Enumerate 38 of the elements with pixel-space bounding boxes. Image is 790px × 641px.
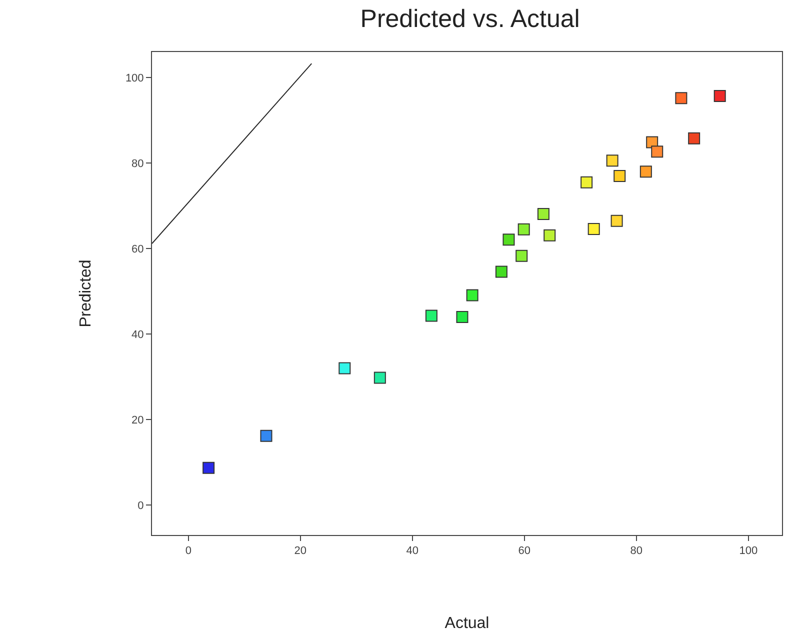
y-tick-label: 20 [132, 414, 144, 426]
point [466, 289, 478, 302]
point [374, 372, 386, 384]
point [502, 234, 515, 246]
y-tick-label: 80 [132, 158, 144, 170]
x-tick-label: 20 [294, 545, 307, 558]
point [544, 229, 556, 242]
x-tick-label: 0 [185, 545, 192, 558]
point [688, 132, 700, 144]
point [260, 430, 272, 442]
x-axis-title: Actual [444, 614, 490, 632]
point [202, 462, 215, 474]
point [456, 311, 468, 324]
point [516, 250, 528, 262]
point [425, 310, 438, 322]
y-tick-label: 40 [132, 328, 144, 341]
point [495, 266, 508, 278]
x-tick-label: 80 [630, 545, 643, 558]
point [338, 362, 351, 374]
point [714, 90, 726, 102]
x-tick-label: 60 [518, 545, 531, 558]
x-tick-label: 40 [406, 545, 419, 558]
point [580, 176, 593, 188]
chart-title: Predicted vs. Actual [360, 5, 580, 34]
x-tick-label: 100 [739, 545, 758, 558]
point [606, 154, 618, 167]
y-axis-title: Predicted [77, 260, 94, 328]
point [640, 166, 652, 178]
point [610, 214, 623, 227]
point [537, 208, 550, 220]
point [675, 92, 688, 104]
point [518, 223, 530, 236]
y-tick-label: 60 [132, 243, 144, 256]
y-tick-label: 100 [125, 72, 144, 84]
y-tick-label: 0 [138, 500, 144, 512]
point [651, 146, 664, 158]
point [614, 170, 626, 182]
point [588, 222, 600, 235]
